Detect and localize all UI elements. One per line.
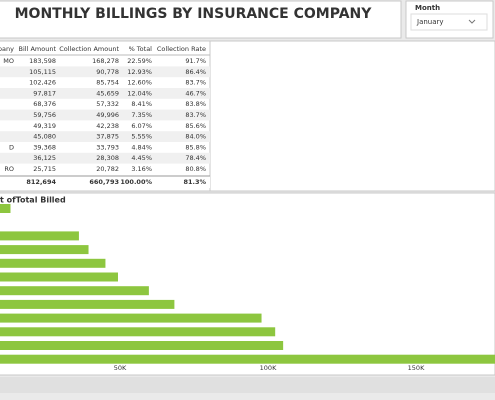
table-cell: 57,332 [96,100,119,108]
total-cell: 660,793 [89,178,119,186]
table-cell: 45,080 [33,133,56,141]
table-cell: 97,817 [33,89,56,97]
table-cell: 91.7% [185,57,206,65]
scrollbar[interactable] [0,377,495,393]
total-cell: 812,694 [26,178,56,186]
table-cell: 25,715 [33,165,56,173]
table-cell: 46.7% [185,89,206,97]
table-cell: 3.16% [131,165,152,173]
table-cell: 85.6% [185,122,206,130]
table-cell: RO [4,165,14,173]
slicer-dropdown[interactable] [410,13,488,31]
table-cell: 6.07% [131,122,152,130]
chart: 50K 100K 150K [0,204,495,372]
row-band [0,131,210,142]
table-cell: MO [3,57,14,65]
bar [0,341,284,350]
table-cell: 12.04% [127,89,152,97]
table-cell: 83.8% [185,100,206,108]
column-header: % Total [129,45,153,53]
chevron [468,19,476,24]
table-cell: 5.55% [131,133,152,141]
slicer-value: January [416,18,444,26]
row-band [0,88,210,99]
bar [0,327,276,337]
bar [0,286,149,296]
table-cell: 83.7% [185,79,206,87]
table-cell: 78.4% [185,154,206,162]
table-cell: 4.84% [131,143,152,151]
column-header: Bill Amount [19,45,57,53]
bar [0,354,495,364]
table-cell: 12.93% [127,68,152,76]
bar [0,231,79,241]
bar [0,313,262,323]
table-cell: 33,793 [96,143,119,151]
bar [0,272,118,282]
bar [0,245,89,255]
total-cell: 81.3% [183,178,206,186]
bar [0,204,11,213]
table-cell: 28,308 [96,154,119,162]
table-cell: 68,376 [33,100,56,108]
table-cell: 80.8% [185,165,206,173]
chart-title: t ofTotal Billed [0,196,66,205]
bar [0,258,106,268]
table-cell: 85,754 [96,79,119,87]
table-cell: 49,319 [33,122,56,130]
total-cell: 100.00% [120,178,152,186]
column-header: mpany [0,45,14,53]
x-tick-label: 150K [408,364,425,372]
table-cell: 22.59% [127,57,152,65]
table-cell: 168,278 [92,57,119,65]
table-body: MO 183,598 168,278 22.59% 91.7% 105,115 90,778… [0,57,210,173]
table-cell: 37,875 [96,133,119,141]
table-cell: 36,125 [33,154,56,162]
table-cell: 85.8% [185,143,206,151]
row-band [0,152,210,164]
table-cell: 45,659 [96,89,119,97]
table-cell: 90,778 [96,68,119,76]
table-cell: 7.35% [131,111,152,119]
total-row [0,176,210,188]
table-cell: D [9,143,14,151]
table-cell: 39,368 [33,143,56,151]
row-band [0,66,210,78]
x-tick-label: 100K [260,364,277,372]
table-cell: 42,238 [96,122,119,130]
table-cell: 20,782 [96,165,119,173]
bar [0,299,175,309]
column-header: Collection Amount [59,45,119,53]
table-cell: 8.41% [131,100,152,108]
table-cell: 84.0% [185,133,206,141]
table-cell: 4.45% [131,154,152,162]
row-band [0,109,210,121]
table-cell: 102,426 [29,79,56,87]
table-cell: 59,756 [33,111,56,119]
title: MONTHLY BILLINGS BY INSURANCE COMPANY [15,6,373,22]
title-box [0,0,402,39]
table-cell: 105,115 [29,68,56,76]
table-cell: 12.60% [127,79,152,87]
table-cell: 183,598 [29,57,56,65]
slicer-label: Month [415,4,440,12]
table-cell: 86.4% [185,68,206,76]
column-header: Collection Rate [157,45,206,53]
x-tick-label: 50K [114,364,127,372]
table-cell: 49,996 [96,111,119,119]
table-cell: 83.7% [185,111,206,119]
